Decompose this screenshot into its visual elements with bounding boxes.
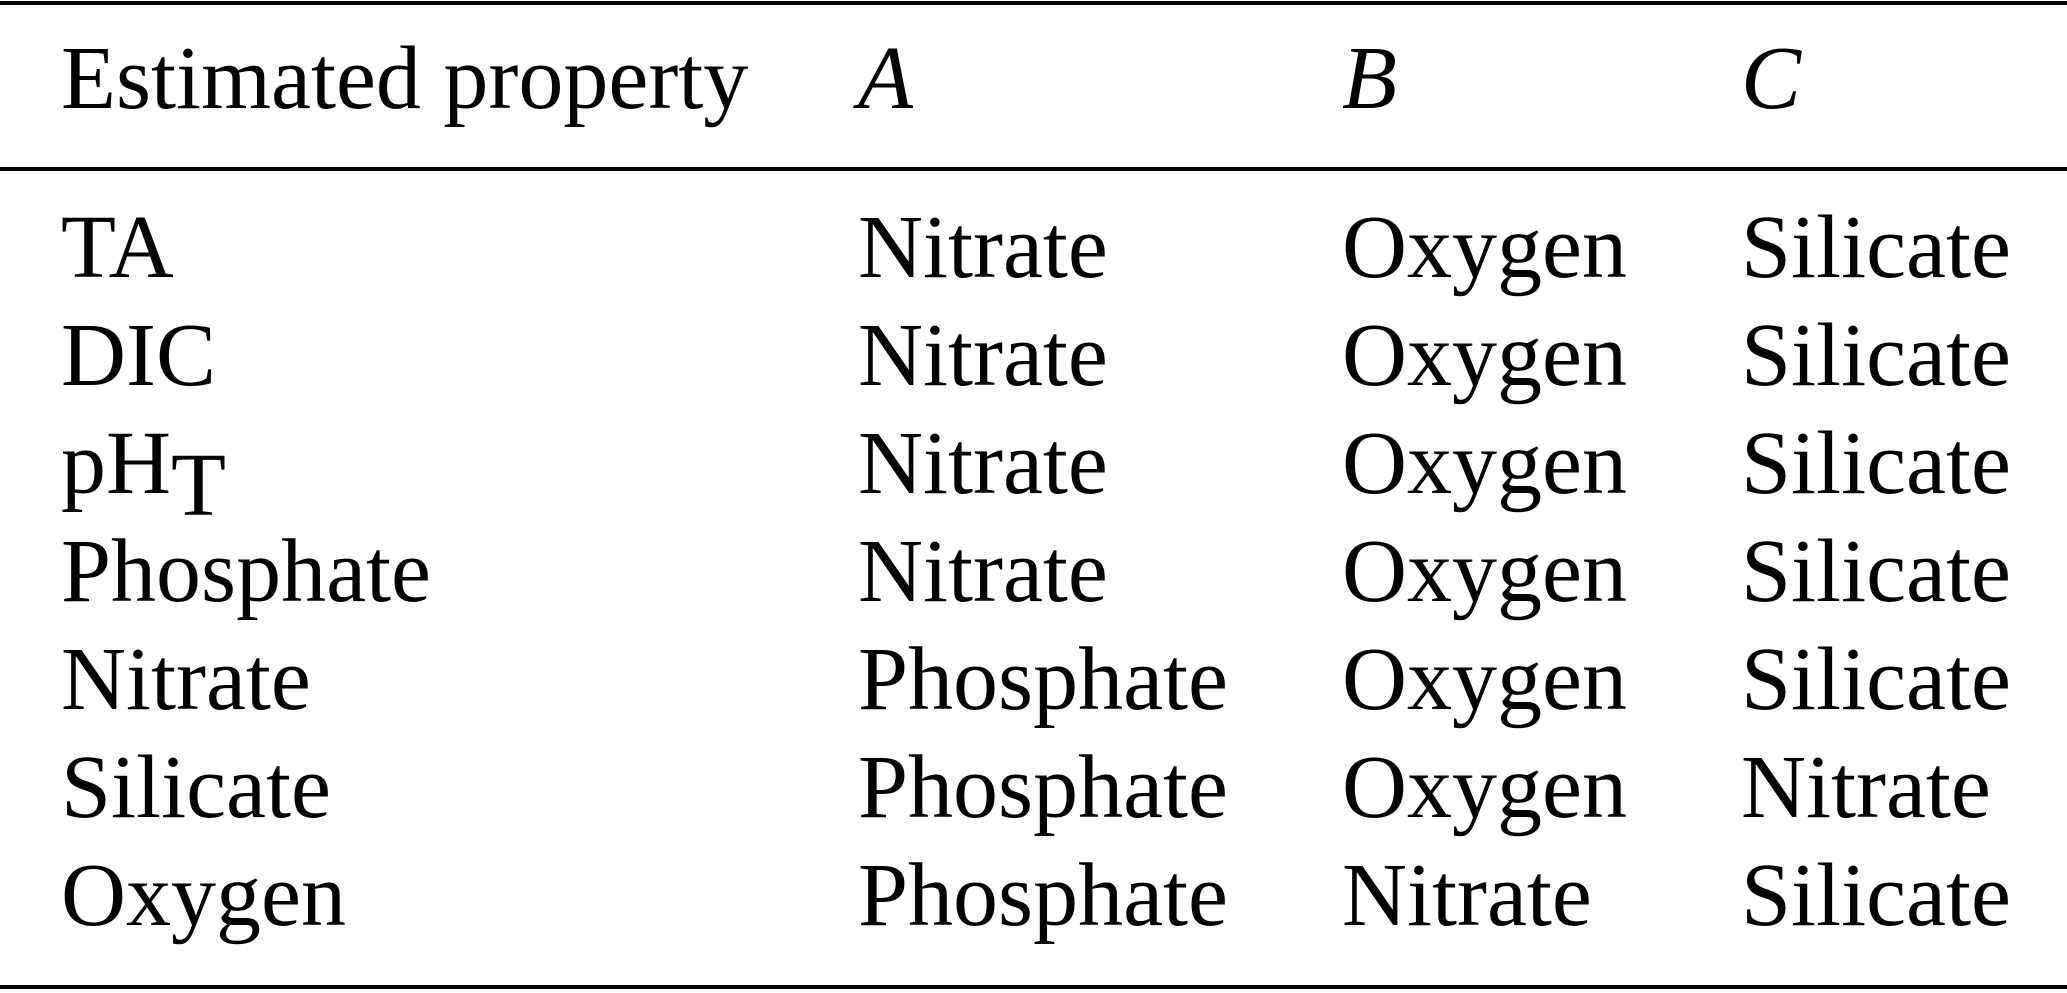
header-cell: C <box>1741 29 1802 128</box>
cell: Nitrate <box>61 630 311 729</box>
cell: Silicate <box>1741 414 2011 513</box>
header-cell: A <box>853 29 914 128</box>
cell: pHT <box>61 414 226 535</box>
cell: Phosphate <box>858 630 1228 729</box>
cell: Silicate <box>61 738 331 837</box>
cell: Nitrate <box>858 414 1108 513</box>
cell: Oxygen <box>1342 630 1627 729</box>
cell: Nitrate <box>858 522 1108 621</box>
cell: Nitrate <box>858 198 1108 297</box>
cell-subscript: T <box>171 436 226 535</box>
header-cell: Estimated property <box>61 29 748 128</box>
cell: Oxygen <box>1342 198 1627 297</box>
cell: TA <box>61 198 174 297</box>
cell: Phosphate <box>61 522 431 621</box>
cell-text: pH <box>61 414 171 513</box>
cell: Silicate <box>1741 846 2011 945</box>
cell: Nitrate <box>858 306 1108 405</box>
cell: Silicate <box>1741 522 2011 621</box>
cell: Oxygen <box>1342 738 1627 837</box>
cell: DIC <box>61 306 216 405</box>
cell: Oxygen <box>1342 522 1627 621</box>
cell: Phosphate <box>858 846 1228 945</box>
cell: Oxygen <box>1342 414 1627 513</box>
cell: Nitrate <box>1741 738 1991 837</box>
cell: Silicate <box>1741 630 2011 729</box>
cell: Oxygen <box>1342 306 1627 405</box>
cell: Phosphate <box>858 738 1228 837</box>
header-cell: B <box>1342 29 1397 128</box>
cell: Oxygen <box>61 846 346 945</box>
cell: Silicate <box>1741 306 2011 405</box>
cell: Nitrate <box>1342 846 1592 945</box>
cell: Silicate <box>1741 198 2011 297</box>
